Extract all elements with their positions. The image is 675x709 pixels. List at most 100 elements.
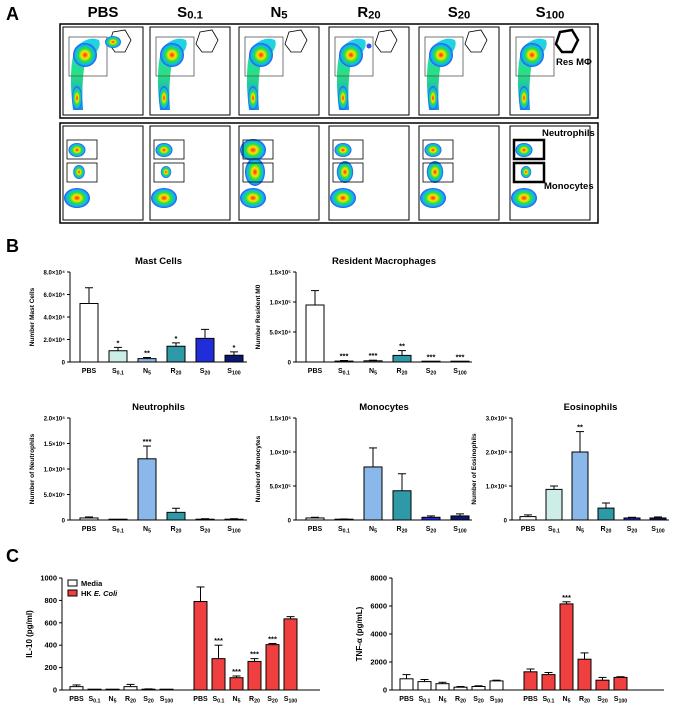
flow-population-low xyxy=(159,86,169,110)
flow-population-core xyxy=(160,43,184,67)
flow-mid-population xyxy=(336,161,354,183)
y-tick-label: 2.0×10⁶ xyxy=(486,451,508,457)
y-axis-label: Number of Eosinophils xyxy=(471,433,478,505)
significance-mark: *** xyxy=(562,593,571,602)
bar xyxy=(571,451,589,521)
flow-population-low xyxy=(248,86,258,110)
flow-monocyte-population xyxy=(420,188,446,208)
flow-neutrophil-population xyxy=(334,143,352,157)
flow-neutrophil-population xyxy=(155,143,173,157)
bar xyxy=(166,511,186,521)
flow-gate-res-macrophage xyxy=(195,29,219,53)
bar xyxy=(471,686,486,691)
flow-population-core xyxy=(429,43,453,67)
x-tick-label: S0.1 xyxy=(112,526,124,535)
x-tick-label: S100 xyxy=(227,368,241,377)
bar xyxy=(623,517,641,521)
x-tick-label: PBS xyxy=(69,696,84,703)
x-tick-label: R20 xyxy=(249,696,260,705)
condition-header: S0.1 xyxy=(177,4,203,22)
significance-mark: ** xyxy=(399,342,405,351)
y-axis-label: TNF-α (pg/mL) xyxy=(355,606,364,661)
bar xyxy=(595,679,610,691)
x-tick-label: PBS xyxy=(82,526,97,533)
bar xyxy=(159,688,174,691)
flow-gate-neutrophils xyxy=(66,139,98,160)
flow-neutrophil-population xyxy=(424,143,442,157)
y-tick-label: 0 xyxy=(53,686,57,695)
flow-monocyte-population xyxy=(151,188,177,208)
flow-monocyte-population xyxy=(511,188,537,208)
y-tick-label: 600 xyxy=(44,618,57,627)
bar xyxy=(392,490,412,521)
y-tick-label: 5.0×10⁵ xyxy=(44,493,66,499)
x-tick-label: S0.1 xyxy=(548,526,560,535)
flow-gate-rect xyxy=(68,36,108,77)
chart-neutrophils: 0 5.0×10⁵ 1.0×10⁶ 1.5×10⁶ 2.0×10⁶ Neutrophils… xyxy=(29,402,247,535)
flow-res-population xyxy=(366,43,372,49)
bar xyxy=(450,515,470,521)
bar xyxy=(489,680,504,691)
x-tick-label: N5 xyxy=(109,696,117,705)
flow-mid-population xyxy=(160,166,172,178)
x-tick-label: S0.1 xyxy=(112,368,124,377)
flow-gate-rect xyxy=(155,36,195,77)
y-tick-label: 5.0×10⁴ xyxy=(270,331,292,337)
bar xyxy=(224,518,244,521)
y-tick-label: 0 xyxy=(383,686,387,695)
flow-mid-population xyxy=(520,166,532,178)
significance-mark: *** xyxy=(214,636,223,645)
significance-mark: * xyxy=(117,338,120,347)
y-tick-label: 2.0×10⁴ xyxy=(44,338,66,344)
x-tick-label: PBS xyxy=(308,368,323,375)
bar xyxy=(334,360,354,363)
y-tick-label: 5.0×10⁵ xyxy=(270,485,292,491)
condition-header: S20 xyxy=(448,4,471,22)
flow-gate-monocytes xyxy=(242,162,274,183)
y-tick-label: 1.0×10⁵ xyxy=(270,301,292,307)
significance-mark: ** xyxy=(577,423,583,432)
bar xyxy=(211,658,226,691)
y-tick-label: 4000 xyxy=(370,630,387,639)
gate-label-monocytes: Monocytes xyxy=(544,181,594,192)
x-tick-label: N5 xyxy=(233,696,241,705)
chart-mast-cells: 0 2.0×10⁴ 4.0×10⁴ 6.0×10⁴ 8.0×10⁴ Mast Cells N… xyxy=(29,256,247,377)
y-tick-label: 0 xyxy=(288,361,292,367)
significance-mark: *** xyxy=(456,353,465,362)
flow-gate-monocytes xyxy=(153,162,185,183)
flow-row1-frame xyxy=(59,23,599,119)
flow-population-low xyxy=(428,86,438,110)
panel-letter-a: A xyxy=(6,4,19,24)
y-tick-label: 8000 xyxy=(370,574,387,583)
flow-neutrophil-population xyxy=(515,143,533,157)
gate-label-res-macrophage: Res MΦ xyxy=(556,57,592,68)
y-axis-label: IL-10 (pg/ml) xyxy=(25,610,34,658)
bar xyxy=(69,686,84,691)
flow-row2-frame xyxy=(59,122,599,224)
x-tick-label: S0.1 xyxy=(338,368,350,377)
x-tick-label: S100 xyxy=(490,696,504,705)
y-tick-label: 0 xyxy=(62,519,66,525)
flow-plot-row2 xyxy=(62,125,144,221)
flow-gate-monocytes xyxy=(66,162,98,183)
flow-gate-neutrophils xyxy=(512,138,546,161)
x-tick-label: S20 xyxy=(627,526,638,535)
flow-gate-res-macrophage xyxy=(374,29,398,53)
x-tick-label: R20 xyxy=(601,526,612,535)
x-tick-label: PBS xyxy=(82,368,97,375)
bar xyxy=(79,517,99,521)
bar xyxy=(392,354,412,363)
legend-swatch xyxy=(67,579,78,587)
bar xyxy=(363,360,383,363)
chart-tnf-: 0 2000 4000 6000 8000 TNF-α (pg/mL) PBS S0.1 N5 R… xyxy=(355,574,664,705)
y-tick-label: 400 xyxy=(44,641,57,650)
x-tick-label: R20 xyxy=(171,368,182,377)
flow-res-population xyxy=(105,36,121,48)
flow-gate-neutrophils xyxy=(422,139,454,160)
bar xyxy=(577,658,592,691)
flow-mid-population xyxy=(426,161,444,183)
x-tick-label: R20 xyxy=(125,696,136,705)
x-tick-label: N5 xyxy=(439,696,447,705)
bar xyxy=(195,337,215,363)
legend-swatch xyxy=(67,589,78,597)
